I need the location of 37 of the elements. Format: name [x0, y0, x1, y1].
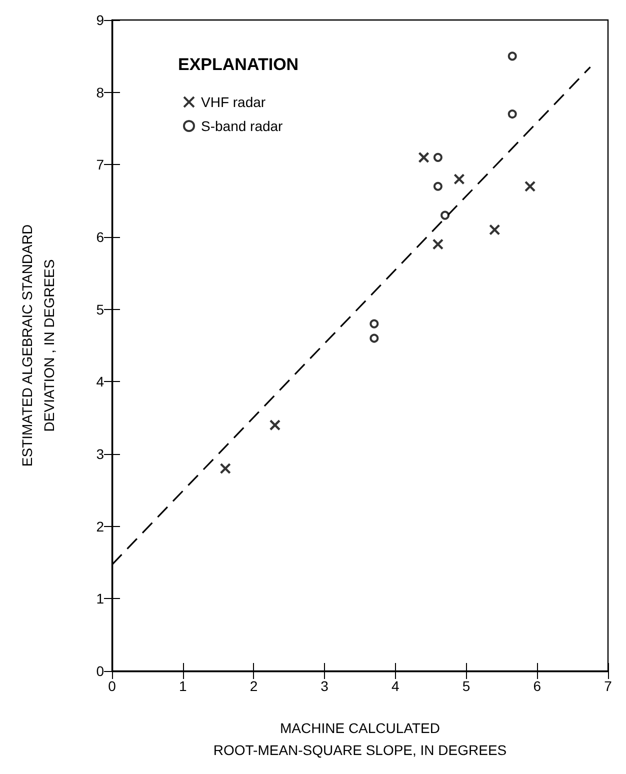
point	[440, 210, 450, 220]
y-tick-label: 4	[96, 374, 104, 390]
y-tick-label: 8	[96, 84, 104, 100]
legend-label: S-band radar	[201, 118, 284, 134]
x-tick-label: 2	[250, 678, 258, 694]
x-tick-label: 1	[178, 678, 187, 694]
point	[508, 52, 517, 61]
point	[370, 319, 379, 328]
x-tick-label: 4	[392, 678, 400, 694]
y-tick-label: 3	[96, 446, 104, 462]
y-tick-label: 6	[96, 229, 104, 245]
point	[524, 180, 536, 192]
y-tick-label: 1	[96, 590, 104, 607]
point	[433, 182, 442, 191]
point	[220, 462, 231, 474]
point	[370, 334, 379, 343]
y-tick-label: 7	[96, 156, 104, 173]
y-tick-label: 5	[96, 301, 104, 318]
x-tick-label: 5	[462, 678, 470, 694]
point	[508, 110, 517, 119]
point	[269, 419, 281, 431]
point	[418, 152, 430, 164]
legend-label: VHF radar	[201, 94, 266, 110]
point	[489, 224, 500, 236]
x-tick-label: 3	[320, 678, 329, 694]
x-tick-label: 0	[108, 678, 116, 694]
y-tick-label: 9	[96, 12, 104, 28]
legend-title: EXPLANATION	[178, 55, 299, 74]
y-tick-label: 0	[96, 663, 104, 679]
point	[433, 152, 442, 162]
x-tick-label: 6	[533, 678, 542, 694]
point	[454, 174, 465, 185]
point	[432, 238, 444, 250]
x-axis-title: MACHINE CALCULATED ROOT-MEAN-SQUARE SLOPE, IN DEGREES	[213, 720, 507, 758]
y-tick-label: 2	[96, 518, 104, 534]
y-axis-title: ESTIMATED ALGEBRAIC STANDARD DEVIATION , IN DEGREES	[19, 224, 57, 467]
x-tick-label: 7	[604, 678, 612, 694]
